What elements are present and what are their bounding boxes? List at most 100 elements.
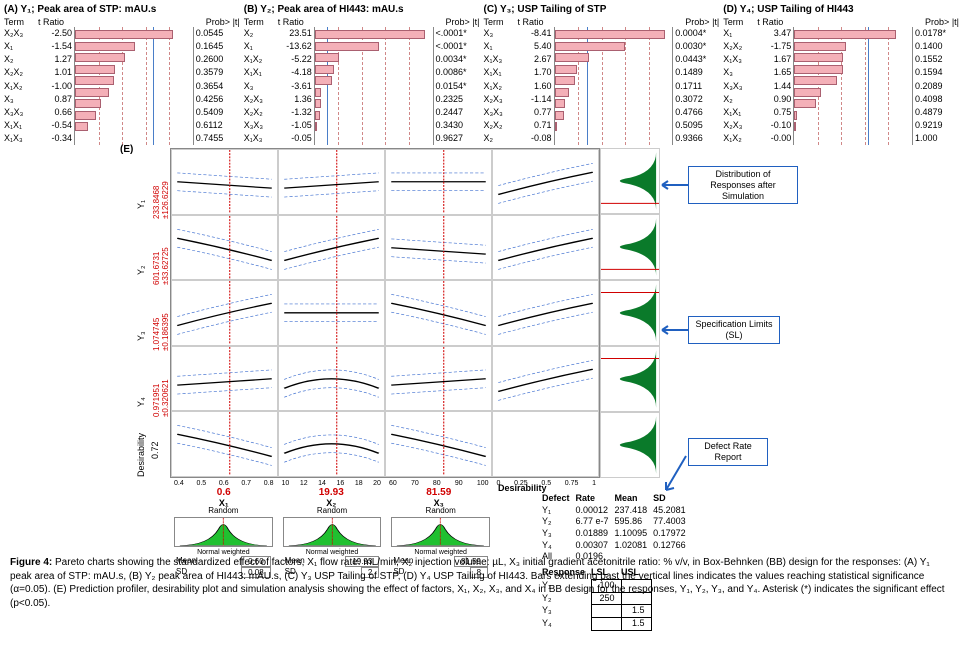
pareto-tratio: -0.00 (757, 133, 791, 144)
pareto-term: X₃ (244, 81, 278, 92)
pareto-tratio: -0.34 (38, 133, 72, 144)
pareto-tratio: -0.08 (518, 133, 552, 144)
pareto-tratio: 0.71 (518, 120, 552, 131)
pareto-bar (75, 42, 135, 51)
pareto-bar (555, 30, 665, 39)
pareto-prob: 0.0545 (196, 28, 240, 39)
profiler-cell (492, 215, 599, 281)
pareto-prob: 0.2325 (436, 94, 480, 105)
pareto-b: (B) Y₂; Peak area of HI443: mAU.sTermt R… (244, 4, 480, 144)
y-row-value: 601.6731±33.62725 (152, 247, 170, 285)
pareto-tratio: -13.62 (278, 41, 312, 52)
profiler-cell (492, 149, 599, 215)
pareto-tratio: -0.54 (38, 120, 72, 131)
pareto-prob: 1.000 (915, 133, 959, 144)
y-row-value: 0.971951±0.320621 (152, 379, 170, 417)
pareto-bar (794, 53, 843, 62)
pareto-tratio: 0.75 (757, 107, 791, 118)
pareto-term: X₁ (723, 28, 757, 39)
pareto-prob: 0.9627 (436, 133, 480, 144)
pareto-term: X₃X₃ (244, 120, 278, 131)
profiler-cell (385, 346, 492, 412)
profiler-cell (492, 346, 599, 412)
pareto-prob: 0.6112 (196, 120, 240, 131)
pareto-prob: 0.7455 (196, 133, 240, 144)
figure-caption: Figure 4: Pareto charts showing the stan… (10, 556, 953, 610)
profiler-cell (385, 411, 492, 477)
profiler-grid: 1002003004005006001003005007000.91.11.31… (170, 148, 600, 478)
pareto-term: X₂X₃ (723, 120, 757, 131)
pareto-tratio: -4.18 (278, 67, 312, 78)
pareto-bar (315, 99, 321, 108)
e-label: (E) (120, 144, 133, 155)
pareto-prob: 0.2600 (196, 54, 240, 65)
caption-bold: Figure 4: (10, 557, 52, 568)
y-row-value: 233.8468±126.6229 (152, 181, 170, 219)
pareto-term: X₂X₂ (484, 120, 518, 131)
pareto-tratio: -5.22 (278, 54, 312, 65)
pareto-prob: 0.9366 (675, 133, 719, 144)
pareto-term: X₁X₂ (484, 81, 518, 92)
pareto-tratio: 2.67 (518, 54, 552, 65)
distribution-cell (600, 280, 660, 346)
profiler-cell (278, 346, 385, 412)
pareto-bar (315, 42, 379, 51)
pareto-term: X₁X₁ (484, 67, 518, 78)
pareto-term: X₂ (723, 94, 757, 105)
x-col-label: 6070809010081.59X₃ (385, 480, 493, 508)
pareto-term: X₂X₂ (244, 107, 278, 118)
pareto-chart-area (314, 27, 434, 145)
distribution-cell (600, 412, 660, 478)
pareto-term: X₁ (4, 41, 38, 52)
pareto-tratio: 0.77 (518, 107, 552, 118)
x-col-label: 0.40.50.60.70.80.6X₁ (170, 480, 278, 508)
pareto-tratio: 0.90 (757, 94, 791, 105)
profiler-cell (278, 280, 385, 346)
pareto-term: X₁X₁ (4, 120, 38, 131)
pareto-bar (75, 111, 96, 120)
pareto-tratio: -1.32 (278, 107, 312, 118)
pareto-prob: 0.3430 (436, 120, 480, 131)
profiler-cell: 00.250.50.751 (171, 411, 278, 477)
distribution-cell (600, 148, 660, 214)
pareto-term: X₂X₂ (4, 67, 38, 78)
pareto-term: X₁X₂ (4, 81, 38, 92)
pareto-bar (75, 122, 88, 131)
pareto-title: (A) Y₁; Peak area of STP: mAU.s (4, 4, 240, 15)
pareto-prob: 0.1489 (675, 67, 719, 78)
pareto-prob: 0.0086* (436, 67, 480, 78)
pareto-bar (75, 53, 125, 62)
pareto-tratio: 23.51 (278, 28, 312, 39)
pareto-title: (B) Y₂; Peak area of HI443: mAU.s (244, 4, 480, 15)
pareto-prob: 0.4098 (915, 94, 959, 105)
pareto-tratio: -0.10 (757, 120, 791, 131)
pareto-bar (315, 122, 317, 131)
pareto-term: X₂ (484, 133, 518, 144)
profiler-cell (278, 149, 385, 215)
distribution-cell (600, 346, 660, 412)
pareto-term: X₁X₂ (244, 54, 278, 65)
pareto-tratio: -8.41 (518, 28, 552, 39)
profiler-cell (385, 215, 492, 281)
pareto-prob: 0.5409 (196, 107, 240, 118)
pareto-prob: 0.0004* (675, 28, 719, 39)
pareto-term: X₃ (484, 28, 518, 39)
profiler-cell (278, 215, 385, 281)
pareto-tratio: 3.47 (757, 28, 791, 39)
pareto-term: X₂X₃ (4, 28, 38, 39)
pareto-tratio: -1.54 (38, 41, 72, 52)
pareto-bar (555, 42, 626, 51)
profiler-cell: 100200300400500600 (171, 149, 278, 215)
y-row-value: 0.72 (150, 441, 160, 459)
pareto-term: X₃ (723, 67, 757, 78)
profiler-cell: 0.91.11.31.51.7 (171, 280, 278, 346)
pareto-term: X₁ (484, 41, 518, 52)
pareto-prob: 0.0178* (915, 28, 959, 39)
pareto-title: (C) Y₃; USP Tailing of STP (484, 4, 720, 15)
pareto-prob: 0.4879 (915, 107, 959, 118)
pareto-bar (794, 76, 836, 85)
pareto-prob: 0.3579 (196, 67, 240, 78)
random-bell (391, 517, 490, 547)
pareto-chart-area (74, 27, 194, 145)
pareto-term: X₁X₂ (723, 133, 757, 144)
